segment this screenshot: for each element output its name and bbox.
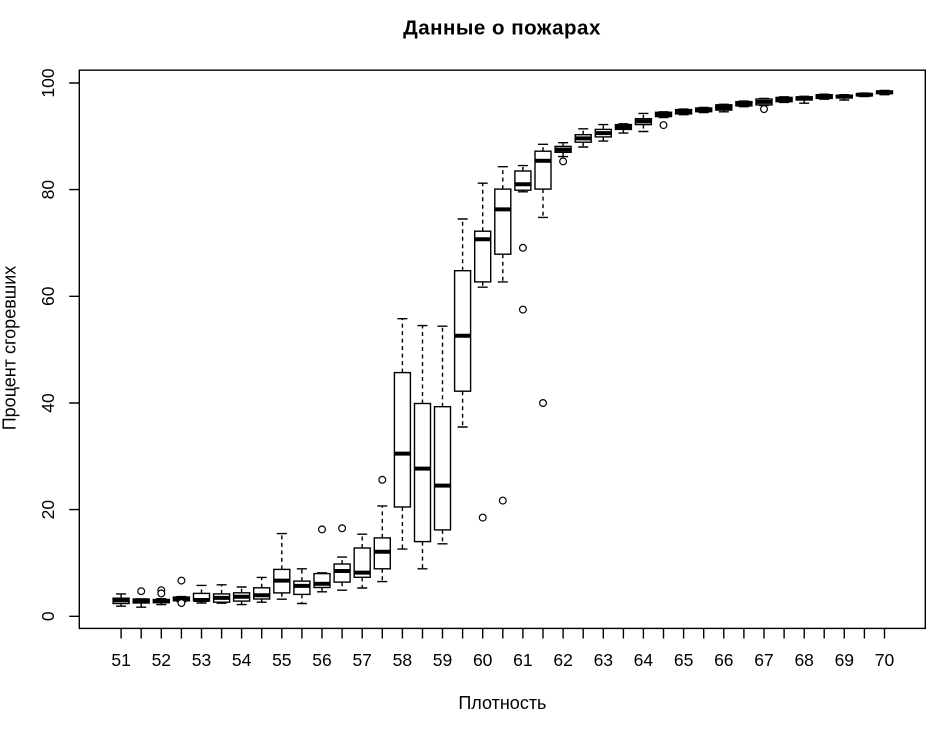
svg-text:64: 64 <box>634 650 654 670</box>
svg-text:58: 58 <box>393 650 412 670</box>
svg-text:62: 62 <box>553 650 572 670</box>
svg-text:63: 63 <box>594 650 613 670</box>
svg-text:52: 52 <box>152 650 171 670</box>
svg-text:68: 68 <box>794 650 813 670</box>
svg-text:100: 100 <box>38 68 58 97</box>
svg-text:60: 60 <box>38 286 58 306</box>
svg-text:54: 54 <box>232 650 252 670</box>
svg-text:80: 80 <box>38 180 58 200</box>
svg-text:0: 0 <box>38 611 58 621</box>
svg-text:67: 67 <box>754 650 773 670</box>
svg-text:57: 57 <box>352 650 371 670</box>
svg-text:53: 53 <box>192 650 211 670</box>
svg-text:59: 59 <box>433 650 452 670</box>
svg-text:Процент сгоревших: Процент сгоревших <box>0 266 20 431</box>
svg-text:69: 69 <box>835 650 854 670</box>
svg-text:56: 56 <box>312 650 331 670</box>
svg-text:65: 65 <box>674 650 693 670</box>
svg-text:66: 66 <box>714 650 733 670</box>
svg-text:40: 40 <box>38 393 58 413</box>
svg-text:20: 20 <box>38 500 58 520</box>
svg-text:55: 55 <box>272 650 291 670</box>
svg-text:61: 61 <box>513 650 532 670</box>
svg-text:Данные о пожарах: Данные о пожарах <box>403 16 601 39</box>
svg-text:70: 70 <box>875 650 895 670</box>
svg-text:51: 51 <box>111 650 130 670</box>
svg-text:60: 60 <box>473 650 493 670</box>
svg-text:Плотность: Плотность <box>458 693 546 713</box>
